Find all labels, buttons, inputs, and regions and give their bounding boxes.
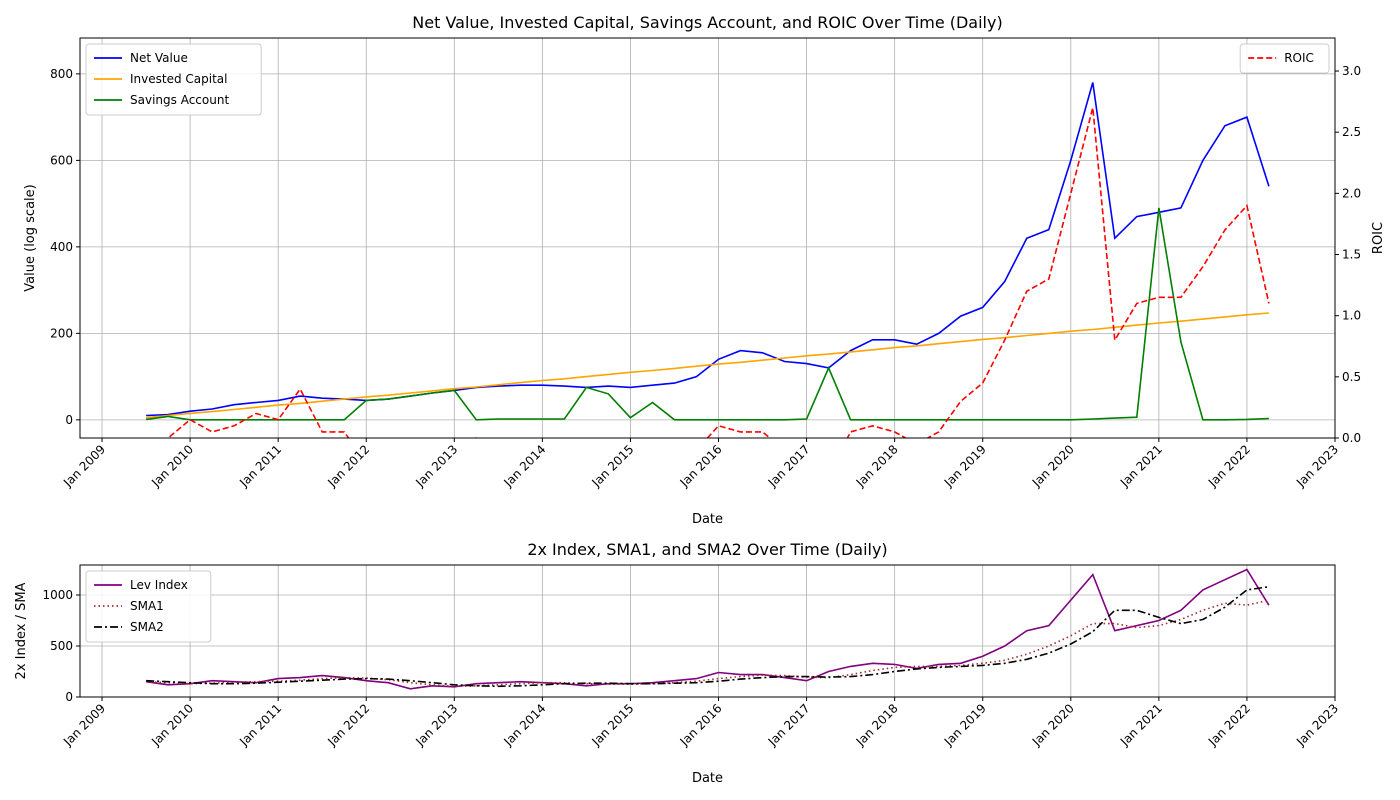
x-tick-label: Jan 2014: [501, 442, 549, 490]
legend-box: [85, 570, 212, 643]
x-tick-label: Jan 2018: [853, 701, 901, 749]
plot-frame: [79, 564, 1336, 698]
x-tick-label: Jan 2010: [148, 701, 196, 749]
legend-label: SMA2: [130, 620, 164, 634]
x-axis-label: Date: [692, 512, 723, 527]
y2-tick-label: 0.0: [1342, 431, 1361, 445]
x-axis-label: Date: [692, 771, 723, 786]
x-tick-label: Jan 2013: [412, 442, 460, 490]
legend-label: ROIC: [1284, 51, 1314, 65]
x-tick-label: Jan 2018: [853, 442, 901, 490]
x-tick-label: Jan 2015: [589, 442, 637, 490]
legend-label: Lev Index: [130, 578, 188, 592]
y-tick-label: 800: [50, 67, 73, 81]
x-tick-label: Jan 2011: [236, 442, 284, 490]
x-tick-label: Jan 2011: [236, 701, 284, 749]
y2-tick-label: 2.0: [1342, 186, 1361, 200]
x-tick-label: Jan 2017: [765, 442, 813, 490]
y2-tick-label: 2.5: [1342, 125, 1361, 139]
x-tick-label: Jan 2022: [1205, 442, 1253, 490]
series-line: [146, 599, 1270, 688]
y-tick-label: 200: [50, 326, 73, 340]
x-tick-label: Jan 2014: [501, 701, 549, 749]
series-line: [146, 82, 1270, 417]
x-tick-label: Jan 2019: [941, 442, 989, 490]
legend-label: Net Value: [130, 51, 188, 65]
x-tick-label: Jan 2021: [1117, 442, 1165, 490]
x-tick-label: Jan 2012: [324, 701, 372, 749]
y-tick-label: 0: [65, 413, 73, 427]
x-tick-label: Jan 2022: [1205, 701, 1253, 749]
x-tick-label: Jan 2016: [677, 701, 725, 749]
x-tick-label: Jan 2012: [324, 442, 372, 490]
legend-box: [85, 43, 262, 116]
y2-tick-label: 1.5: [1342, 248, 1361, 262]
x-tick-label: Jan 2019: [941, 701, 989, 749]
y-tick-label: 500: [50, 639, 73, 653]
plot-area: [145, 568, 1270, 690]
legend-label: SMA1: [130, 599, 164, 613]
series-line: [166, 107, 1270, 438]
y-tick-label: 0: [65, 690, 73, 704]
y-tick-label: 1000: [42, 588, 73, 602]
x-tick-label: Jan 2009: [60, 701, 108, 749]
legend-label: Invested Capital: [130, 72, 227, 86]
x-tick-label: Jan 2009: [60, 442, 108, 490]
y2-tick-label: 3.0: [1342, 64, 1361, 78]
y-axis-label: Value (log scale): [23, 184, 38, 291]
y-axis-label: 2x Index / SMA: [14, 582, 29, 679]
chart-title: 2x Index, SMA1, and SMA2 Over Time (Dail…: [527, 540, 887, 559]
y-tick-label: 400: [50, 240, 73, 254]
x-tick-label: Jan 2023: [1293, 701, 1341, 749]
y-tick-label: 600: [50, 153, 73, 167]
x-tick-label: Jan 2017: [765, 701, 813, 749]
plot-frame: [79, 37, 1336, 439]
x-tick-label: Jan 2020: [1029, 701, 1077, 749]
x-tick-label: Jan 2015: [589, 701, 637, 749]
series-line: [146, 312, 1269, 419]
series-line: [145, 568, 1270, 690]
x-tick-label: Jan 2010: [148, 442, 196, 490]
x-tick-label: Jan 2013: [412, 701, 460, 749]
x-tick-label: Jan 2023: [1293, 442, 1341, 490]
series-line: [146, 586, 1270, 688]
series-line: [145, 207, 1269, 421]
y2-tick-label: 1.0: [1342, 309, 1361, 323]
x-tick-label: Jan 2021: [1117, 701, 1165, 749]
legend-box: [1239, 43, 1330, 74]
x-tick-label: Jan 2020: [1029, 442, 1077, 490]
legend-label: Savings Account: [130, 93, 229, 107]
x-tick-label: Jan 2016: [677, 442, 725, 490]
chart-title: Net Value, Invested Capital, Savings Acc…: [412, 13, 1002, 32]
y2-axis-label: ROIC: [1371, 222, 1386, 254]
y2-tick-label: 0.5: [1342, 370, 1361, 384]
plot-area: [145, 82, 1270, 438]
